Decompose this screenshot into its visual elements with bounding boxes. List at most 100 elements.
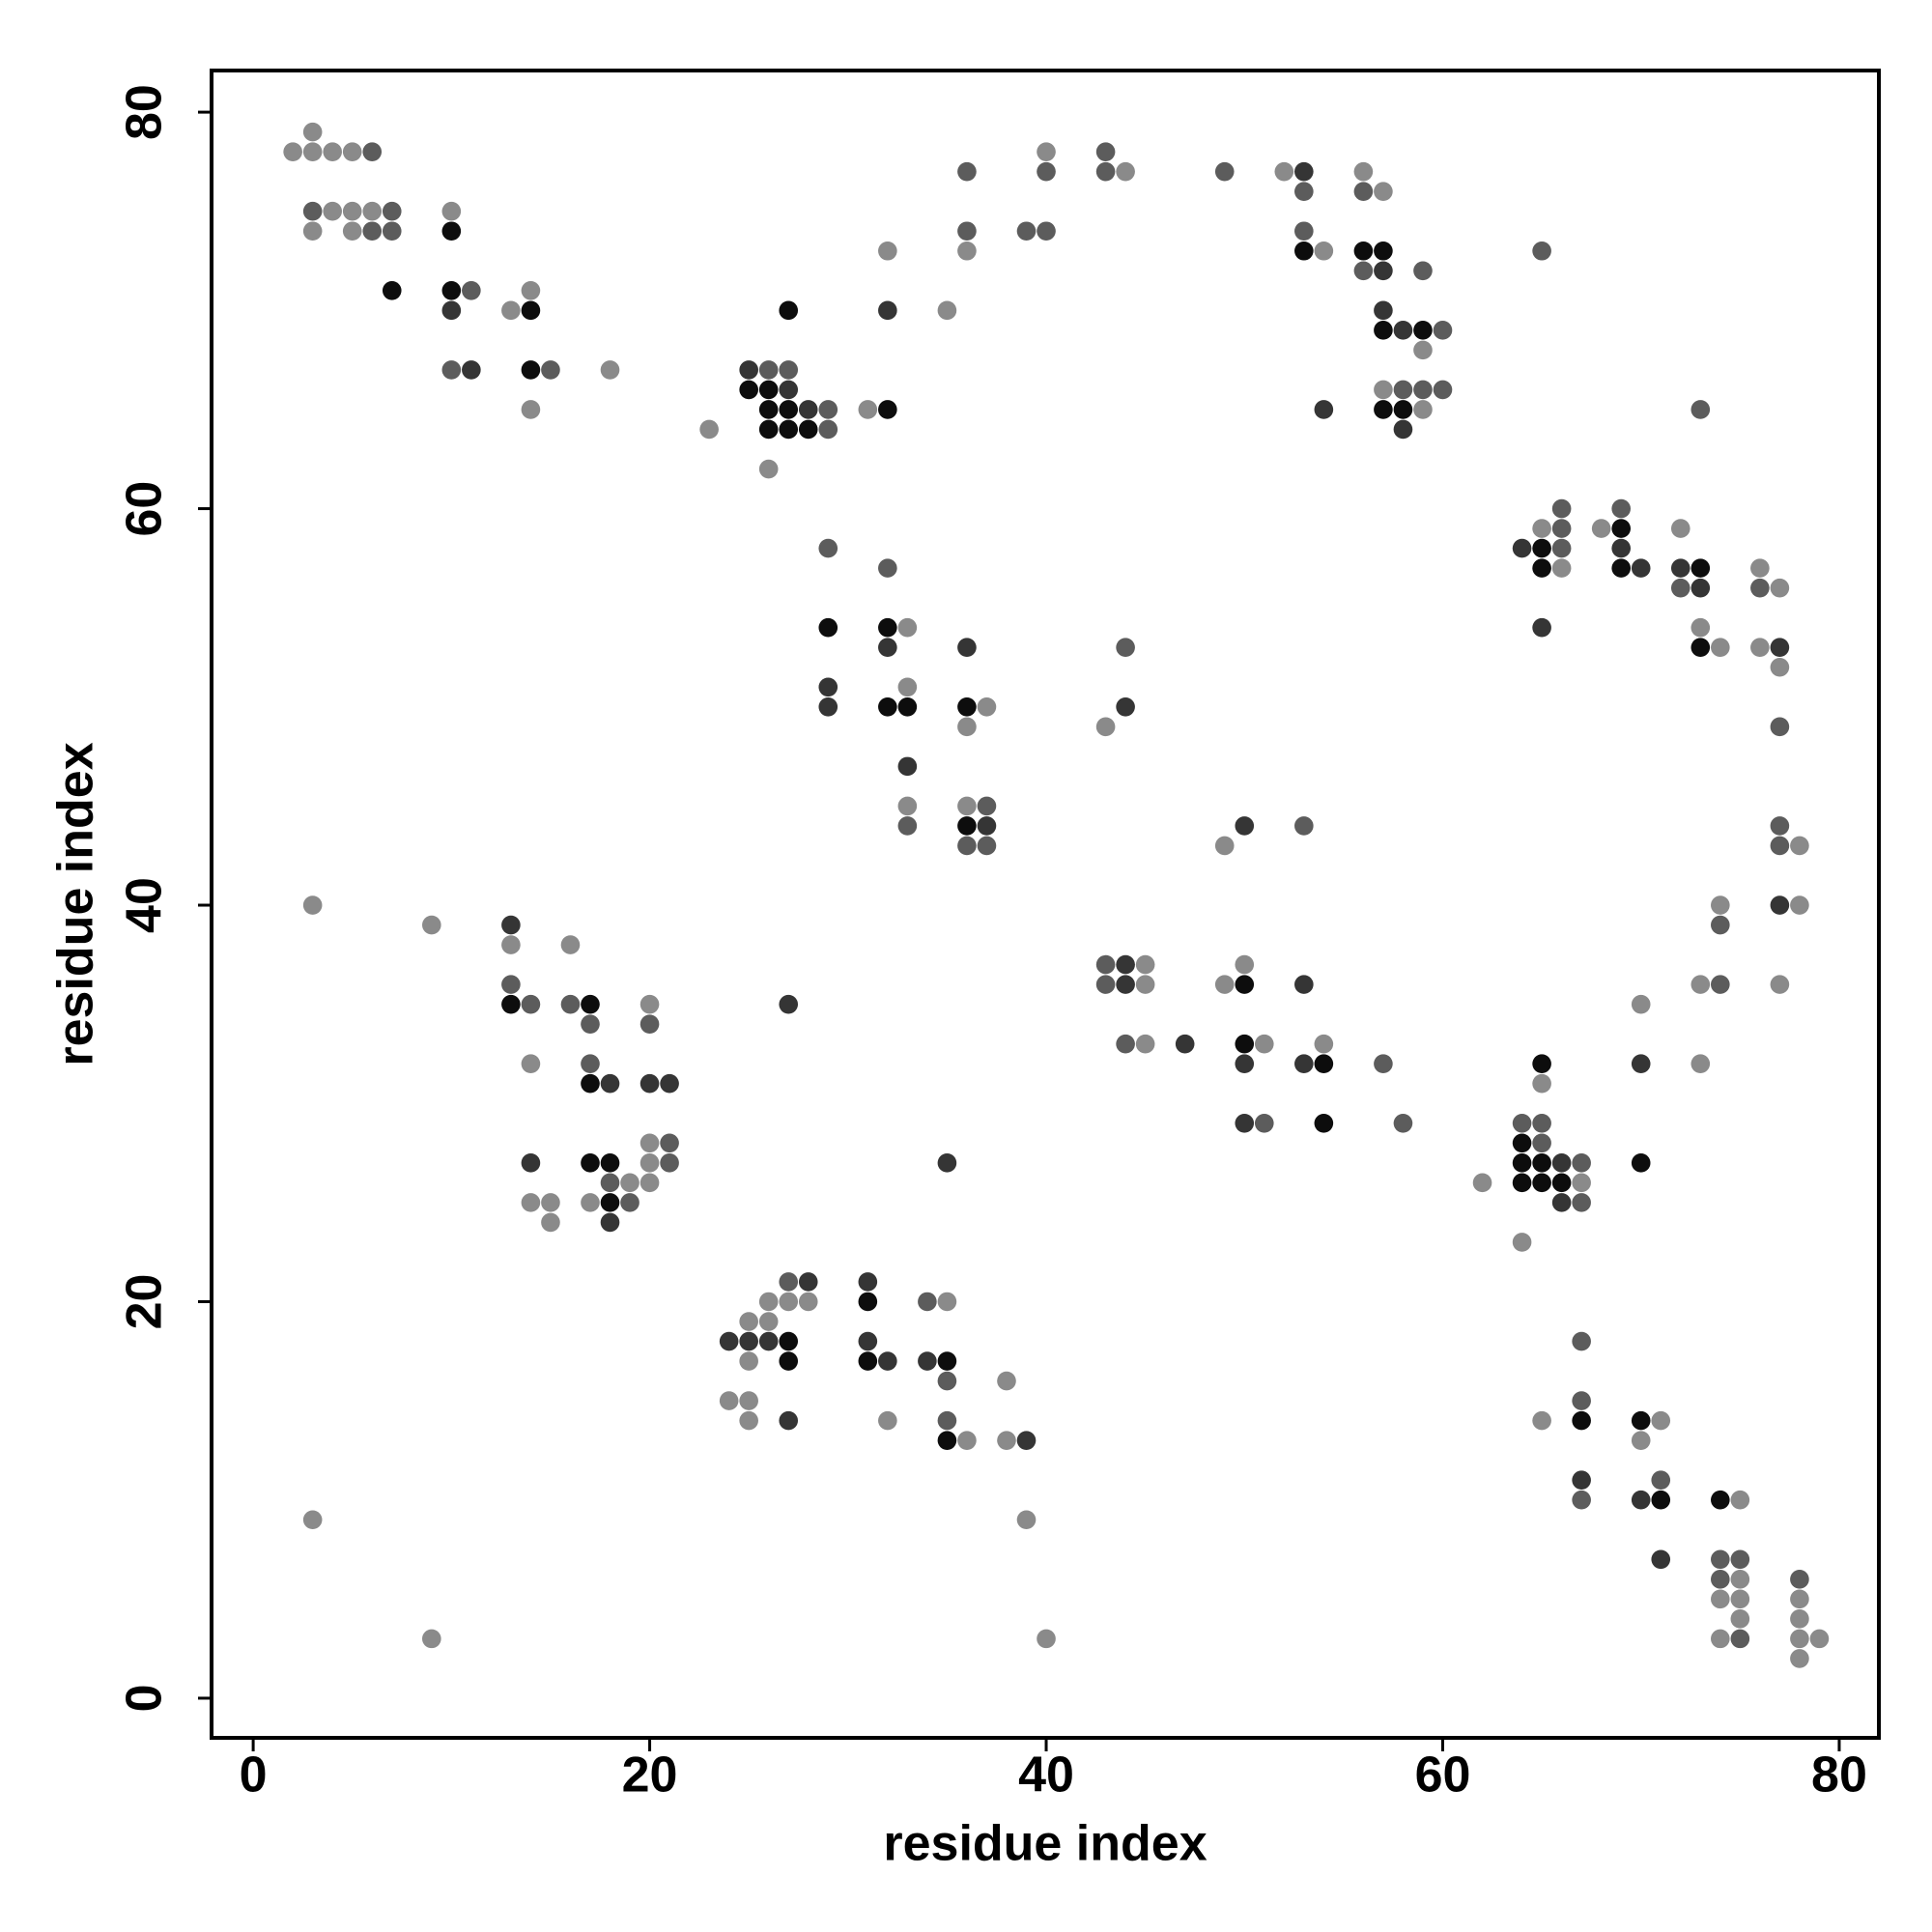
point — [918, 1351, 937, 1371]
point — [1631, 1490, 1651, 1510]
point — [1711, 1549, 1730, 1570]
point — [1294, 182, 1314, 201]
point — [1730, 1589, 1750, 1609]
point — [441, 281, 462, 300]
point — [897, 617, 918, 638]
point — [779, 300, 799, 321]
point — [1750, 558, 1770, 578]
point — [1235, 1034, 1255, 1054]
y-tick-label: 60 — [117, 481, 173, 537]
point — [1433, 380, 1453, 400]
point — [1393, 380, 1413, 400]
point — [1631, 1153, 1651, 1173]
point — [1512, 538, 1532, 558]
point — [739, 1391, 758, 1410]
point — [1670, 578, 1690, 598]
point — [1631, 558, 1651, 578]
point — [779, 400, 799, 419]
point — [1037, 221, 1056, 242]
point — [1572, 1153, 1591, 1173]
point — [1393, 400, 1413, 419]
point — [382, 201, 402, 221]
point — [1790, 895, 1809, 915]
point — [342, 142, 362, 161]
point — [818, 696, 838, 717]
point — [422, 915, 441, 935]
point — [1294, 975, 1314, 994]
point — [739, 1351, 758, 1371]
point — [1711, 975, 1730, 994]
point — [699, 419, 719, 440]
point — [878, 241, 897, 261]
point — [441, 360, 462, 380]
point — [1611, 519, 1631, 538]
point — [758, 400, 779, 419]
point — [1135, 975, 1155, 994]
point — [1314, 241, 1334, 261]
point — [1551, 519, 1572, 538]
point — [957, 221, 977, 242]
point — [639, 1073, 660, 1094]
point — [620, 1173, 639, 1193]
point — [798, 1272, 818, 1292]
point — [382, 281, 402, 300]
point — [1374, 321, 1393, 340]
point — [422, 1629, 441, 1649]
point — [639, 1173, 660, 1193]
point — [758, 1292, 779, 1312]
point — [441, 221, 462, 242]
point — [1374, 400, 1393, 419]
point — [758, 459, 779, 479]
point — [600, 1073, 620, 1094]
point — [1631, 1431, 1651, 1450]
point — [878, 400, 897, 419]
point — [581, 1193, 600, 1212]
point — [878, 300, 897, 321]
point — [1690, 400, 1711, 419]
point — [521, 281, 541, 300]
point — [302, 122, 323, 142]
point — [1374, 261, 1393, 281]
point — [878, 1410, 897, 1431]
point — [977, 696, 997, 717]
point — [798, 400, 818, 419]
point — [897, 677, 918, 697]
point — [1730, 1609, 1750, 1629]
point — [1294, 221, 1314, 242]
point — [1235, 1054, 1255, 1074]
point — [897, 796, 918, 816]
point — [1016, 1510, 1037, 1530]
point — [878, 1351, 897, 1371]
point — [1512, 1173, 1532, 1193]
point — [779, 994, 799, 1014]
point — [1374, 241, 1393, 261]
point — [501, 935, 521, 954]
x-axis-title: residue index — [883, 1816, 1207, 1872]
point — [1809, 1629, 1830, 1649]
point — [362, 142, 383, 161]
point — [997, 1371, 1016, 1391]
point — [977, 816, 997, 836]
point — [1393, 1113, 1413, 1133]
point — [541, 1212, 560, 1233]
point — [1116, 638, 1135, 658]
point — [1294, 1054, 1314, 1074]
point — [937, 1351, 957, 1371]
point — [1670, 558, 1690, 578]
point — [1274, 161, 1294, 182]
point — [1532, 1173, 1551, 1193]
point — [1413, 321, 1433, 340]
point — [342, 221, 362, 242]
point — [1711, 915, 1730, 935]
point — [1413, 400, 1433, 419]
point — [1037, 142, 1056, 161]
point — [1095, 975, 1116, 994]
point — [1235, 1113, 1255, 1133]
point — [1353, 261, 1374, 281]
point — [1314, 1113, 1334, 1133]
point — [581, 1153, 600, 1173]
point — [1512, 1153, 1532, 1173]
point — [1374, 380, 1393, 400]
point — [342, 201, 362, 221]
point — [779, 1410, 799, 1431]
